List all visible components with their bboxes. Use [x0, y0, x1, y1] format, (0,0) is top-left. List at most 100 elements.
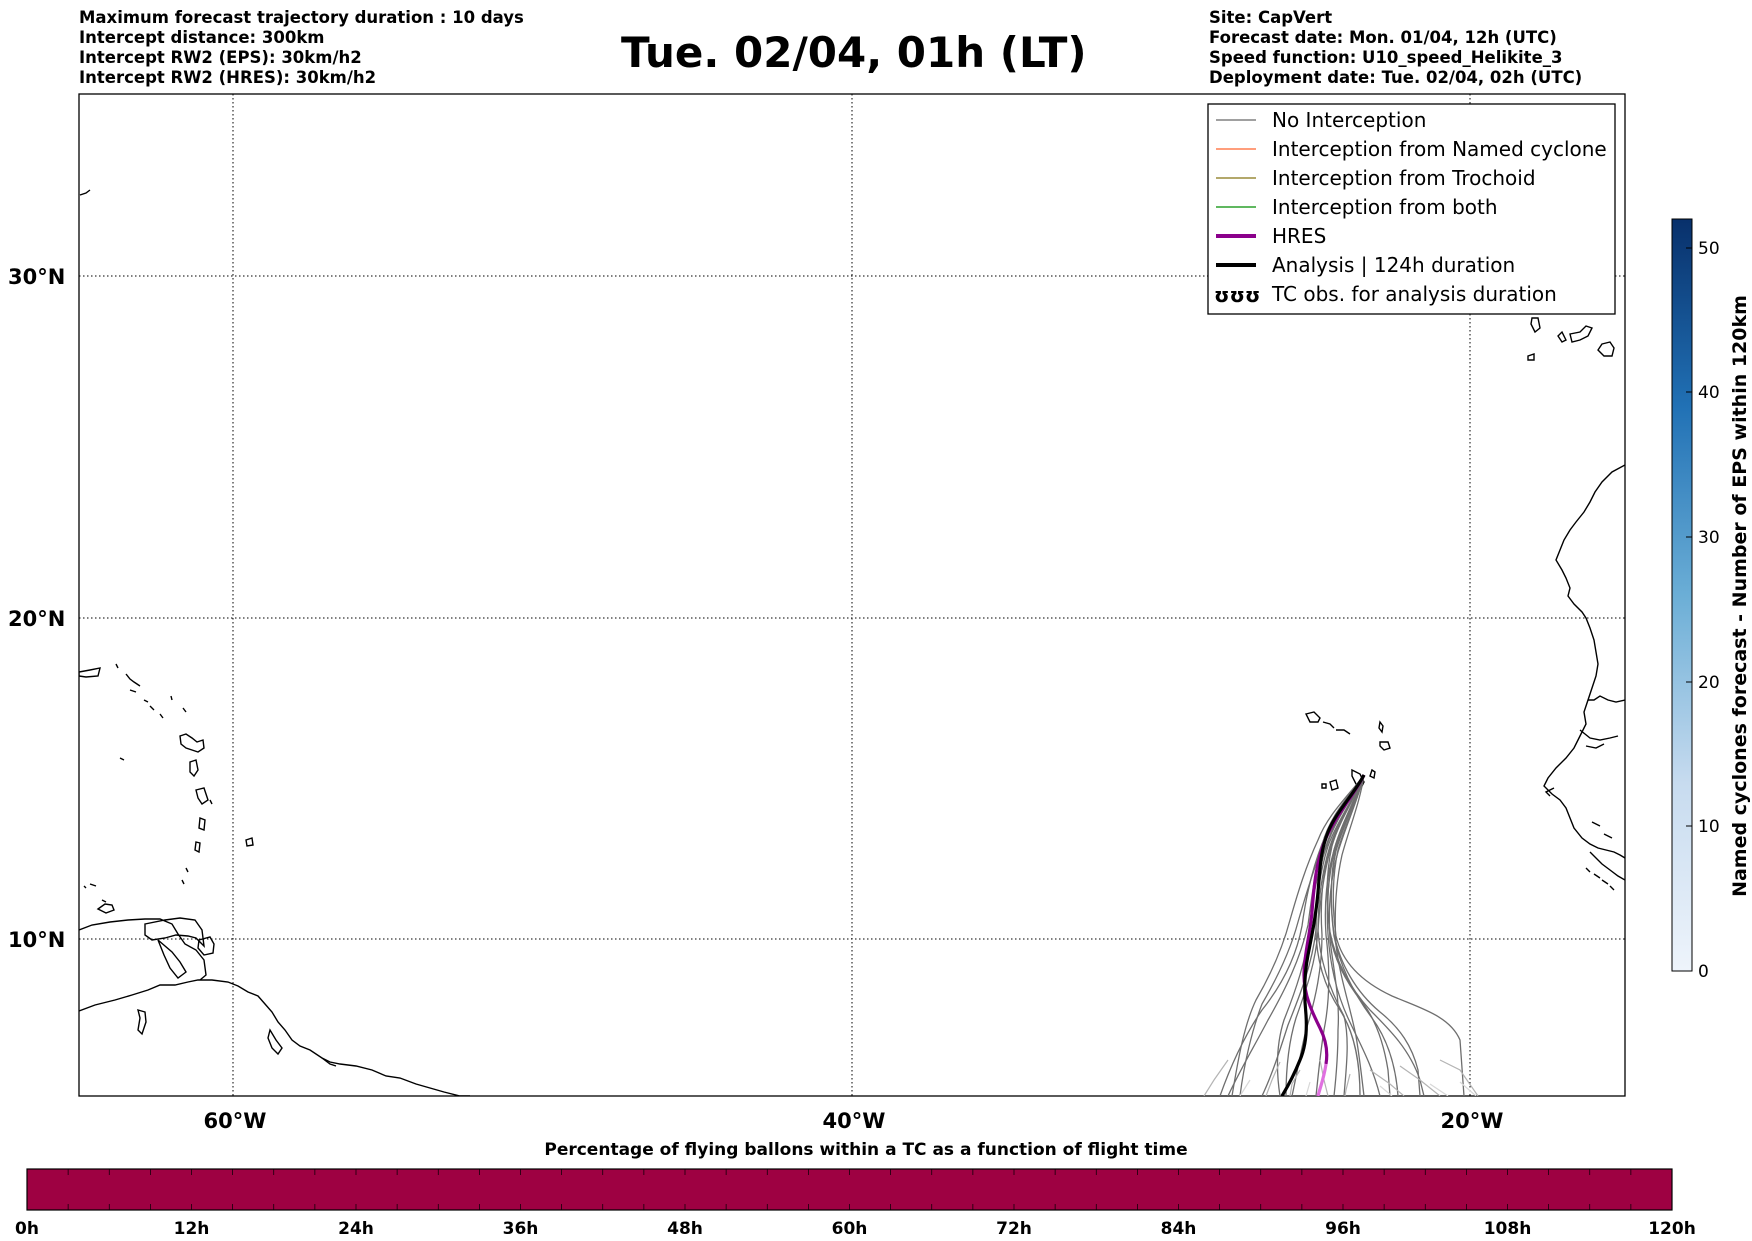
colorbar-bottom-tick-label: 36h — [503, 1219, 539, 1239]
lat-label: 20°N — [8, 607, 65, 631]
colorbar-right: 0 10 20 30 40 50 Named cyclones forecast… — [1671, 218, 1751, 982]
hres-trajectory-late — [1316, 1063, 1328, 1096]
lake-maracaibo — [157, 939, 187, 979]
st-vincent — [194, 841, 201, 854]
header-left-line: Intercept distance: 300km — [79, 28, 325, 47]
colorbar-bottom-tick-label: 48h — [667, 1219, 703, 1239]
colorbar-bottom-fill — [26, 1168, 1673, 1211]
guadeloupe — [179, 733, 205, 753]
legend-label: Analysis | 124h duration — [1272, 253, 1515, 277]
map-title: Tue. 02/04, 01h (LT) — [621, 28, 1087, 77]
lon-labels: 60°W 40°W 20°W — [204, 1109, 1504, 1133]
canary-2 — [1557, 330, 1567, 343]
africa-bays — [1579, 729, 1619, 839]
colorbar-right-ticks — [1686, 247, 1692, 972]
colorbar-bottom-tick-label: 60h — [832, 1219, 868, 1239]
legend-swatch-tc-obs: ʊʊʊ — [1214, 283, 1260, 307]
trajectories — [1203, 774, 1479, 1096]
st-lucia — [198, 817, 206, 831]
colorbar-bottom-tick-label: 84h — [1161, 1219, 1197, 1239]
africa-west-coast — [1543, 464, 1625, 859]
colorbar-bottom-minor-ticks — [26, 1169, 1673, 1210]
cape-verde-brava — [1321, 783, 1327, 789]
colorbar-tick: 0 — [1698, 962, 1709, 982]
colorbar-bottom-tick-label: 120h — [1648, 1219, 1696, 1239]
header-right-line: Site: CapVert — [1209, 8, 1333, 27]
puerto-rico — [79, 667, 101, 678]
cape-verde-maio — [1369, 768, 1376, 780]
venezuela-bay — [79, 918, 207, 981]
barbados — [245, 837, 254, 847]
colorbar-tick: 40 — [1698, 383, 1720, 403]
colorbar-bottom-title: Percentage of flying ballons within a TC… — [544, 1140, 1187, 1160]
africa-cape-verde-peninsula — [1544, 787, 1555, 797]
colorbar-tick: 30 — [1698, 528, 1720, 548]
colorbar-bottom-tick-label: 24h — [338, 1219, 374, 1239]
africa-inland-detail — [1588, 695, 1625, 703]
colorbar-bottom-tick-label: 0h — [15, 1219, 39, 1239]
cape-verde-sao-nicolau — [1336, 729, 1351, 735]
header-left-line: Intercept RW2 (HRES): 30km/h2 — [79, 68, 377, 87]
orinoco-delta — [267, 1028, 283, 1056]
header-right-line: Speed function: U10_speed_Helikite_3 — [1209, 48, 1563, 67]
eps-trajectories-late — [1203, 1059, 1479, 1096]
header-right-line: Deployment date: Tue. 02/04, 02h (UTC) — [1209, 68, 1583, 87]
lat-labels: 30°N 20°N 10°N — [8, 265, 65, 952]
lon-label: 40°W — [823, 1109, 886, 1133]
cape-verde-fogo — [1329, 779, 1339, 791]
aruba-curacao — [83, 883, 107, 903]
leeward-islands — [143, 695, 187, 719]
colorbar-bottom-tick-label: 96h — [1325, 1219, 1361, 1239]
header-right-info: Site: CapVert Forecast date: Mon. 01/04,… — [1209, 8, 1582, 88]
legend: ʊʊʊ No Interception Interception from Na… — [1207, 103, 1616, 315]
eps-trajectories-end — [1239, 1079, 1477, 1096]
africa-guinea-coast — [1589, 851, 1625, 881]
martinique — [195, 787, 209, 805]
header-left-info: Maximum forecast trajectory duration : 1… — [79, 8, 524, 88]
canary-5 — [1527, 353, 1535, 361]
virgin-islands — [115, 663, 141, 693]
bissagos-islands — [1585, 867, 1615, 891]
cape-verde-sal — [1378, 720, 1384, 734]
header-left-line: Intercept RW2 (EPS): 30km/h2 — [79, 48, 362, 67]
lon-label: 20°W — [1441, 1109, 1504, 1133]
legend-label: HRES — [1272, 224, 1326, 248]
tobago — [96, 903, 115, 914]
canary-4 — [1597, 341, 1615, 357]
legend-box — [1207, 103, 1616, 315]
bermuda-islet — [79, 189, 91, 196]
colorbar-bottom-tick-labels: 0h 12h 24h 36h 48h 60h 72h 84h 96h 108h 120h — [15, 1219, 1696, 1239]
header-right-line: Forecast date: Mon. 01/04, 12h (UTC) — [1209, 28, 1557, 47]
trinidad — [197, 936, 215, 956]
coastlines — [79, 189, 1625, 1096]
legend-label: Interception from Trochoid — [1272, 166, 1536, 190]
colorbar-bottom: Percentage of flying ballons within a TC… — [15, 1140, 1696, 1239]
header-left-line: Maximum forecast trajectory duration : 1… — [79, 8, 524, 27]
analysis-trajectory — [1280, 774, 1366, 1096]
lat-label: 10°N — [8, 928, 65, 952]
guiana-coast-detail — [321, 1057, 337, 1067]
colorbar-tick: 50 — [1698, 239, 1720, 259]
colorbar-right-label: Named cyclones forecast - Number of EPS … — [1729, 295, 1751, 897]
legend-label: No Interception — [1272, 108, 1426, 132]
colorbar-right-ramp — [1671, 218, 1693, 972]
lesser-antilles-north — [119, 757, 213, 805]
legend-label: Interception from both — [1272, 195, 1498, 219]
colorbar-bottom-tick-label: 108h — [1484, 1219, 1532, 1239]
cape-verde-boa-vista — [1379, 741, 1391, 751]
colorbar-right-tick-labels: 0 10 20 30 40 50 — [1698, 239, 1720, 982]
cape-verde-sao-vicente — [1322, 721, 1335, 729]
colorbar-bottom-tick-label: 72h — [996, 1219, 1032, 1239]
lat-label: 30°N — [8, 265, 65, 289]
isle-margarita — [137, 1008, 147, 1036]
canary-1 — [1530, 317, 1541, 334]
canary-3 — [1569, 325, 1593, 343]
paria-peninsula — [144, 917, 205, 948]
dominica — [189, 759, 199, 778]
legend-labels: No Interception Interception from Named … — [1271, 108, 1607, 306]
legend-label: TC obs. for analysis duration — [1271, 282, 1557, 306]
colorbar-tick: 20 — [1698, 673, 1720, 693]
grenadines — [181, 867, 189, 885]
cape-verde-santo-antao — [1304, 711, 1321, 723]
